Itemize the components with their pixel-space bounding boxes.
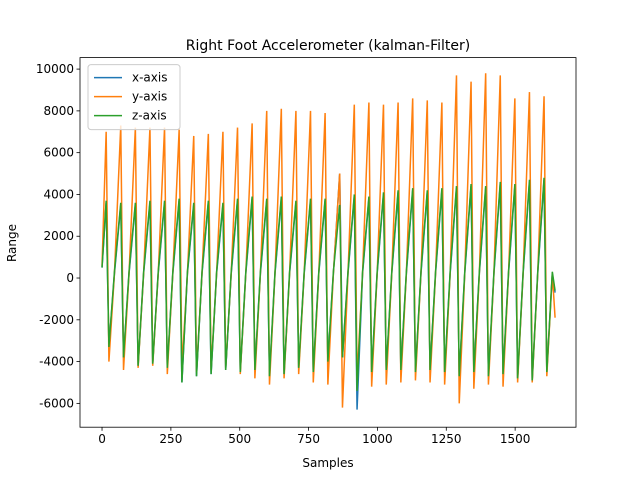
x-axis-label: Samples xyxy=(302,456,353,470)
y-tick-label: 2000 xyxy=(43,229,74,243)
y-tick-label: 4000 xyxy=(43,187,74,201)
y-tick-label: 10000 xyxy=(36,62,74,76)
chart-title: Right Foot Accelerometer (kalman-Filter) xyxy=(186,38,470,54)
x-tick-label: 0 xyxy=(98,432,106,446)
x-tick-label: 1500 xyxy=(500,432,531,446)
y-tick-label: -4000 xyxy=(39,355,74,369)
y-tick-label: -2000 xyxy=(39,313,74,327)
legend-box xyxy=(87,64,181,131)
x-tick-label: 750 xyxy=(297,432,320,446)
legend-label: y-axis xyxy=(132,90,167,104)
series-line xyxy=(101,73,556,408)
y-tick-label: 6000 xyxy=(43,146,74,160)
legend-label: z-axis xyxy=(132,109,167,123)
x-tick-label: 1250 xyxy=(431,432,462,446)
plot-frame xyxy=(79,57,577,428)
y-tick-label: -6000 xyxy=(39,396,74,410)
x-tick-label: 1000 xyxy=(362,432,393,446)
x-tick-label: 500 xyxy=(228,432,251,446)
legend-label: x-axis xyxy=(132,71,167,85)
y-tick-label: 8000 xyxy=(43,104,74,118)
y-tick-label: 0 xyxy=(66,271,74,285)
x-tick-label: 250 xyxy=(159,432,182,446)
y-axis-label: Range xyxy=(5,224,19,262)
series-line xyxy=(101,177,556,391)
